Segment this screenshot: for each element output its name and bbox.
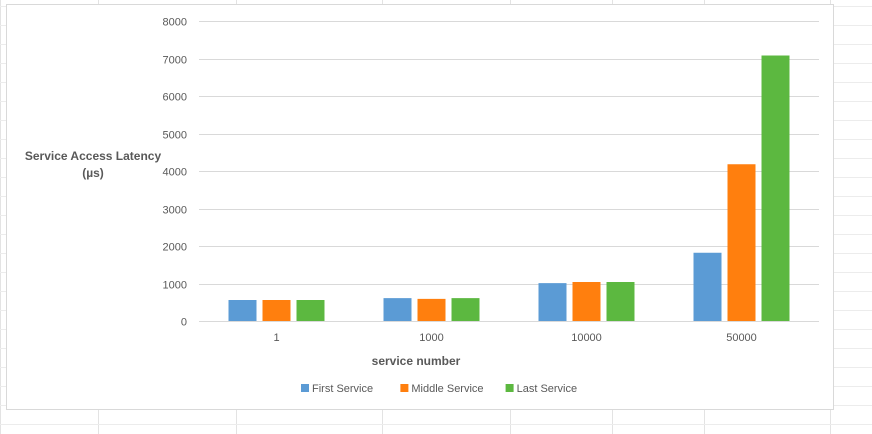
legend-swatch-last-service [505, 384, 514, 392]
x-tick-label: 1 [273, 332, 279, 344]
bar-middle-service[interactable] [572, 282, 601, 321]
bar-first-service[interactable] [693, 252, 722, 321]
bar-first-service[interactable] [383, 298, 412, 321]
bar-middle-service[interactable] [262, 300, 291, 321]
y-tick-label: 3000 [163, 205, 187, 217]
legend-label-last-service: Last Service [517, 383, 578, 395]
y-tick-label: 6000 [163, 92, 187, 104]
gridlines [199, 21, 819, 322]
y-axis-ticks: 0 1000 2000 3000 4000 5000 6000 7000 8000 [163, 17, 187, 329]
y-tick-label: 4000 [163, 167, 187, 179]
chart-area[interactable]: 0 1000 2000 3000 4000 5000 6000 7000 8000 1 1000 1… [6, 4, 834, 410]
bar-last-service[interactable] [761, 55, 790, 322]
y-tick-label: 5000 [163, 130, 187, 142]
legend-label-first-service: First Service [312, 383, 373, 395]
y-axis-title-line-1: Service Access Latency [25, 149, 162, 163]
y-tick-label: 8000 [163, 17, 187, 29]
bar-last-service[interactable] [451, 298, 480, 321]
x-tick-label: 50000 [726, 332, 757, 344]
bar-last-service[interactable] [296, 300, 325, 321]
legend-swatch-middle-service [400, 384, 409, 392]
bars [228, 55, 790, 322]
bar-middle-service[interactable] [727, 164, 756, 321]
bar-middle-service[interactable] [417, 298, 446, 321]
bar-first-service[interactable] [228, 300, 257, 321]
legend: First Service Middle Service Last Service [301, 383, 577, 395]
x-tick-label: 10000 [571, 332, 602, 344]
y-tick-label: 2000 [163, 242, 187, 254]
bar-first-service[interactable] [538, 283, 567, 321]
y-tick-label: 0 [181, 317, 187, 329]
y-tick-label: 7000 [163, 55, 187, 67]
x-tick-label: 1000 [419, 332, 443, 344]
x-axis-title: service number [372, 354, 461, 368]
bar-last-service[interactable] [606, 282, 635, 321]
x-axis-ticks: 1 1000 10000 50000 [273, 332, 756, 344]
y-tick-label: 1000 [163, 280, 187, 292]
y-axis-title-line-2: (µs) [82, 166, 104, 180]
legend-swatch-first-service [301, 384, 309, 392]
legend-label-middle-service: Middle Service [411, 383, 483, 395]
